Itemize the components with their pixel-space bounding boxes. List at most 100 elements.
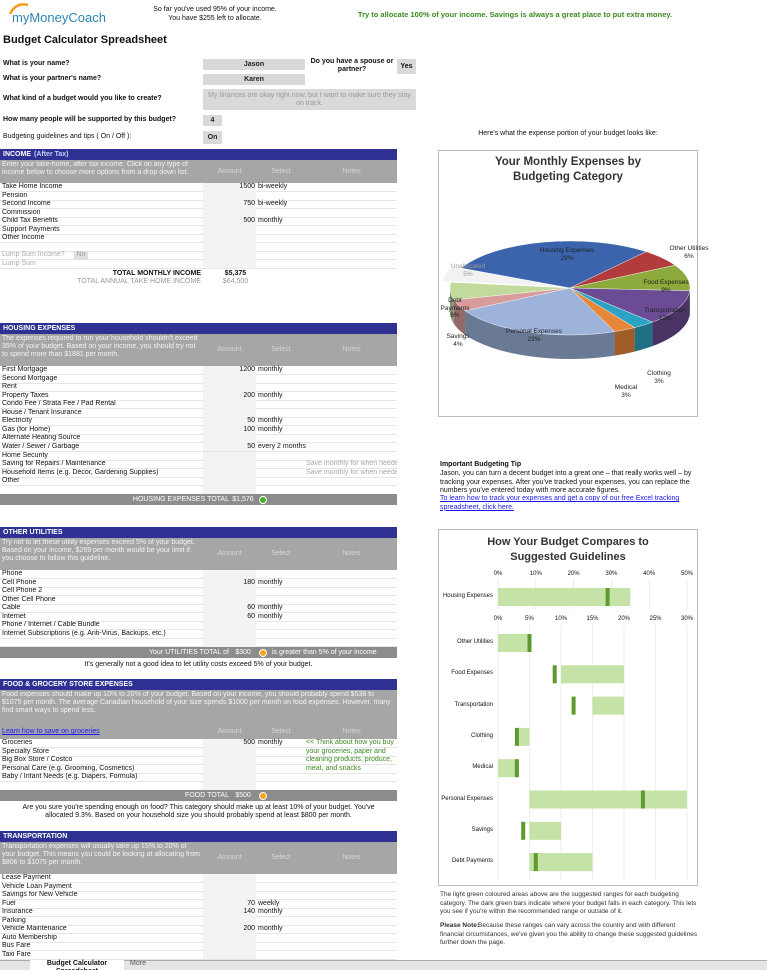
amount-cell [203,764,256,774]
row-label: Second Mortgage [2,374,58,382]
row-line [0,233,397,235]
row-select[interactable]: every 2 months [258,442,306,450]
form-input[interactable]: 4 [203,115,222,126]
row-amount[interactable]: 50 [247,442,255,450]
page-title: Budget Calculator Spreadsheet [3,34,167,46]
row-amount[interactable]: 60 [247,612,255,620]
row-select[interactable]: weekly [258,899,280,907]
row-answer[interactable]: No [74,251,88,260]
section-intro: Food expenses should make up 10% to 20% … [2,691,391,714]
form-input[interactable]: On [203,131,222,144]
row-label: Second Income [2,200,51,208]
row-select[interactable]: monthly [258,908,283,916]
actual-bar [571,696,576,715]
form-input[interactable]: Yes [397,59,416,74]
amount-cell [203,391,256,401]
amount-cell [203,408,256,418]
pie-label: Personal Expenses 23% [499,328,569,343]
row-amount[interactable]: 140 [243,908,255,916]
amount-cell [203,604,256,613]
row-select[interactable]: monthly [258,391,283,399]
pie-label-name: Food Expenses [643,279,689,286]
row-amount[interactable]: 500 [243,739,255,746]
row-note: Save monthly for when needed [306,468,397,476]
row-select[interactable]: monthly [258,578,283,586]
row-label: Vehicle Loan Payment [2,882,72,890]
amount-cell [203,739,256,748]
row-amount[interactable]: 500 [243,217,255,225]
row-line [0,646,397,648]
row-select[interactable]: monthly [258,612,283,620]
form-input[interactable]: Karen [203,74,305,85]
pie-label: Other Utilities 6% [654,245,724,260]
row-line [0,941,397,943]
amount-cell [203,595,256,605]
row-amount[interactable]: 1200 [239,366,255,373]
total-value: $300 [235,648,251,656]
row-amount[interactable]: 70 [247,899,255,907]
sheet-tab[interactable]: More [130,960,146,967]
column-header: Notes [342,550,361,557]
row-amount[interactable]: 50 [247,417,255,425]
row-line [0,578,397,579]
sheet-tab[interactable]: Budget Calculator Spreadsheet [30,960,124,970]
row-amount[interactable]: 1500 [239,183,255,190]
row-amount[interactable]: 750 [243,200,255,208]
pie-label: Transportation 12% [630,307,700,322]
row-amount[interactable]: 200 [243,391,255,399]
row-select[interactable]: monthly [258,604,283,612]
row-select[interactable]: monthly [258,366,283,373]
row-line [0,907,397,909]
row-select[interactable]: monthly [258,425,283,433]
row-label: Property Taxes [2,391,49,399]
amount-cell [203,400,256,409]
category-label: Clothing [470,732,493,739]
amount-cell [203,612,256,622]
please-note-text: Because these ranges can vary across the… [440,922,698,946]
form-input[interactable]: My finances are okay right now, but I wa… [203,89,416,110]
section-note: Are you sure you're spending enough on f… [22,804,375,820]
x-tick-label: 30% [605,571,618,577]
column-header: Notes [342,854,361,861]
pie-slice-side [634,322,653,352]
row-label: Cell Phone [2,578,37,586]
row-amount[interactable]: 60 [247,604,255,612]
row-select[interactable]: monthly [258,739,283,746]
total-suffix: is greater than 5% of your income [272,648,377,656]
row-select[interactable]: bi-weekly [258,183,288,190]
row-amount[interactable]: 100 [243,425,255,433]
amount-cell [203,899,256,909]
total-value: $500 [235,792,251,800]
category-label: Medical [472,764,493,771]
form-input[interactable]: Jason [203,59,305,70]
row-label: House / Tenant Insurance [2,408,82,416]
tip-text: Jason, you can turn a decent budget into… [440,470,692,494]
row-select[interactable]: bi-weekly [258,200,288,208]
section-intro-bg [0,334,397,366]
row-select[interactable]: monthly [258,417,283,425]
section-intro-bg [0,538,397,570]
row-select[interactable]: monthly [258,217,283,225]
chart-canvas [497,579,688,880]
pie-label-name: Transportation [644,307,686,314]
pie-label: Housing Expenses 29% [532,247,602,262]
row-select[interactable]: monthly [258,925,283,933]
row-label: Phone / Internet / Cable Bundle [2,621,100,629]
pie-label-value: 12% [658,314,672,322]
column-header: Notes [342,167,361,175]
pie-label: Food Expenses 9% [631,279,701,294]
row-amount[interactable]: 180 [243,578,255,586]
link[interactable]: Learn how to save on groceries [2,728,100,735]
pie-label-name: Savings [446,333,470,340]
section-title: HOUSING EXPENSES [3,325,76,332]
amount-cell [203,366,256,375]
total-label: FOOD TOTAL [185,792,229,800]
row-label: Condo Fee / Strata Fee / Pad Rental [2,400,116,408]
tip-link[interactable]: To learn how to track your expenses and … [440,495,680,511]
row-amount[interactable]: 200 [243,925,255,933]
amount-cell [203,451,256,461]
amount-cell [203,259,256,269]
row-line [0,959,397,960]
amount-cell [203,217,256,226]
row-label: Rent [2,383,17,391]
